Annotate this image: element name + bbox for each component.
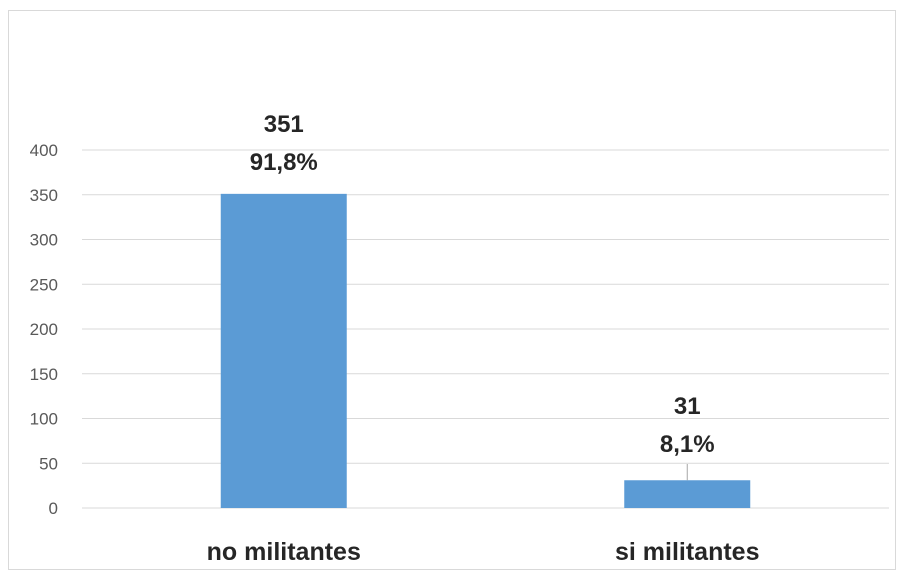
bar [624, 480, 751, 508]
y-tick-label: 400 [30, 141, 58, 160]
data-label-count: 351 [264, 111, 304, 138]
y-tick-label: 100 [30, 410, 58, 429]
y-tick-label: 350 [30, 186, 58, 205]
chart-frame [8, 10, 896, 570]
y-tick-label: 250 [30, 275, 58, 294]
y-tick-label: 0 [49, 499, 58, 518]
y-tick-label: 200 [30, 320, 58, 339]
data-label-percent: 8,1% [660, 431, 715, 458]
bar [220, 193, 347, 509]
y-tick-label: 150 [30, 365, 58, 384]
data-label-count: 31 [674, 393, 701, 420]
data-label-percent: 91,8% [250, 149, 318, 176]
y-tick-label: 300 [30, 231, 58, 250]
x-category-label: si militantes [615, 538, 760, 564]
y-tick-label: 50 [39, 454, 58, 473]
x-category-label: no militantes [207, 538, 361, 564]
